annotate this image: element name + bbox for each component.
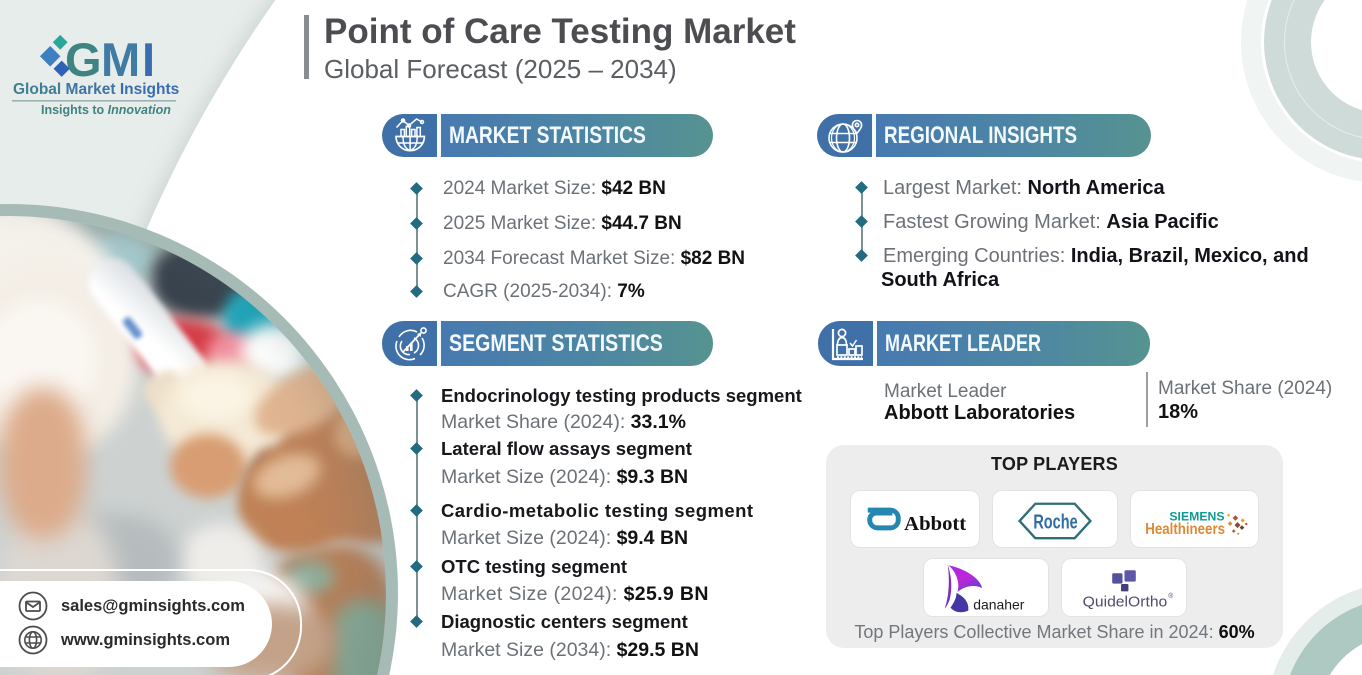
svg-text:SIEMENS: SIEMENS — [1169, 509, 1224, 523]
svg-text:M: M — [101, 33, 138, 86]
svg-text:I: I — [142, 33, 155, 86]
svg-text:®: ® — [1168, 592, 1173, 600]
svg-text:danaher: danaher — [973, 598, 1024, 614]
svg-text:Global Market Insights: Global Market Insights — [13, 81, 179, 98]
svg-text:Roche: Roche — [1033, 510, 1077, 533]
svg-text:Healthineers: Healthineers — [1145, 521, 1225, 538]
svg-text:G: G — [65, 33, 100, 86]
svg-text:Insights to Innovation: Insights to Innovation — [41, 103, 171, 117]
svg-text:Abbott: Abbott — [904, 513, 966, 535]
svg-text:QuidelOrtho: QuidelOrtho — [1083, 595, 1168, 611]
